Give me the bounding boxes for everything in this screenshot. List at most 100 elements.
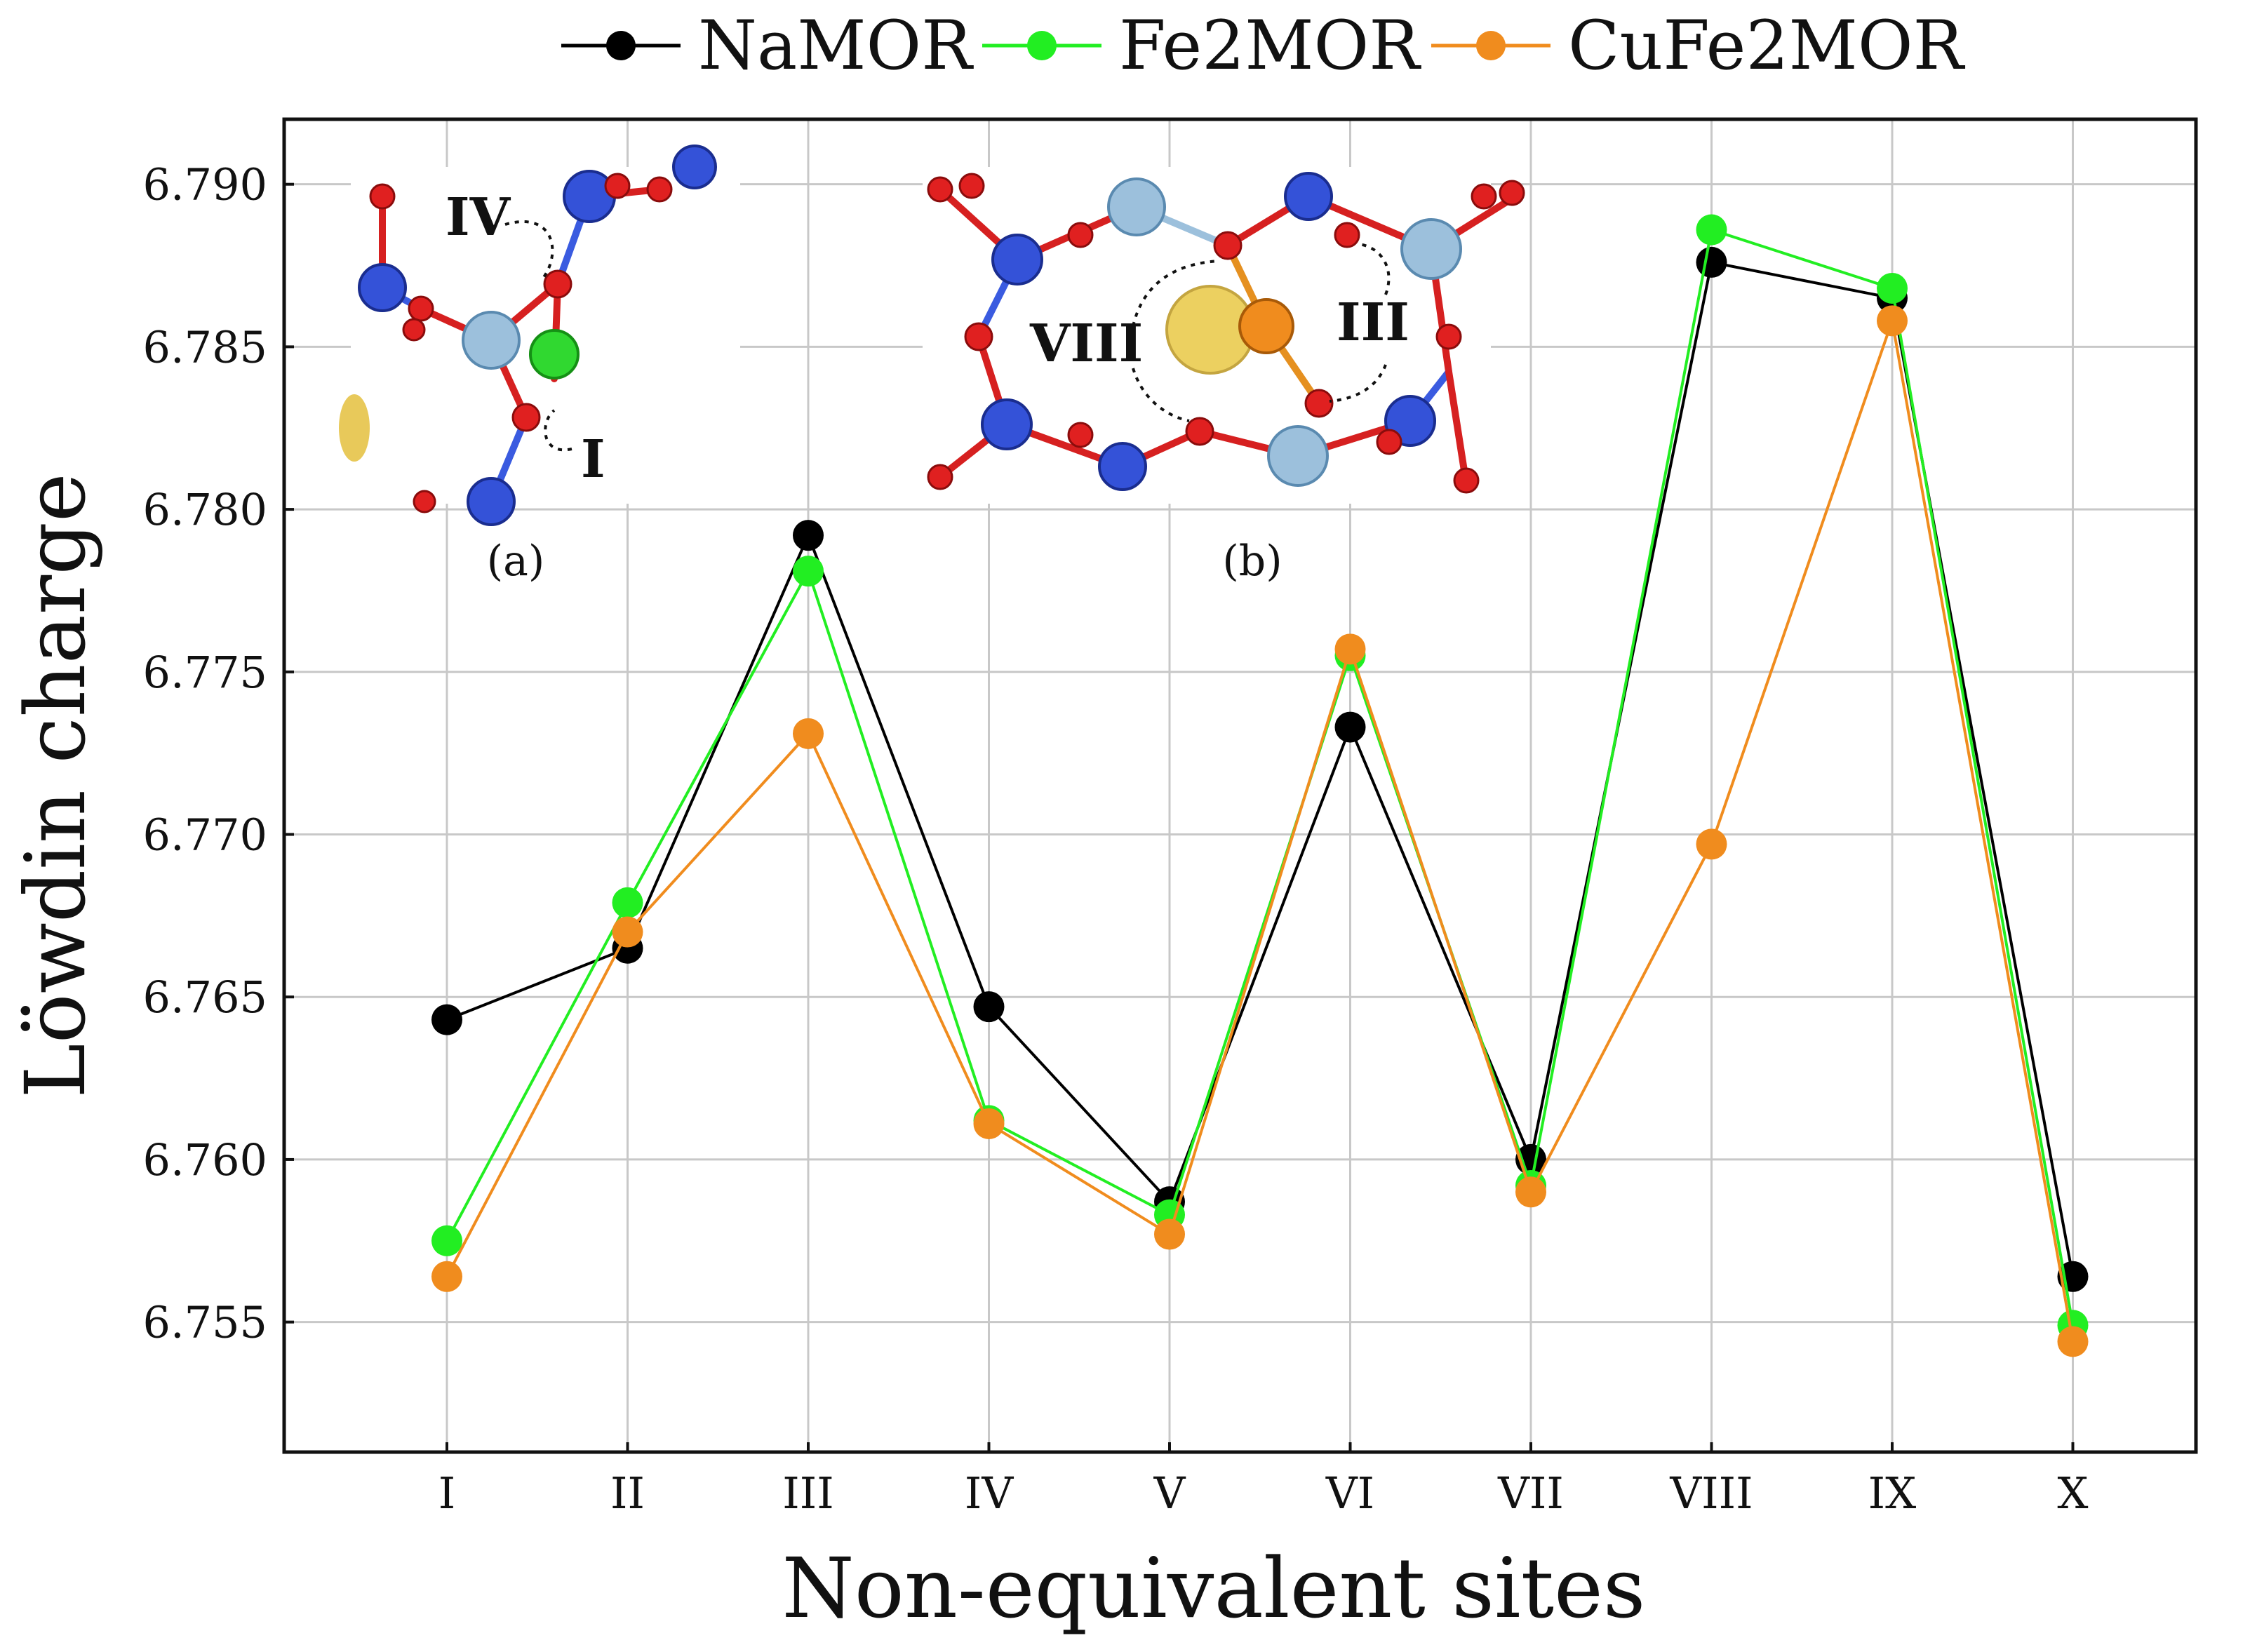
inset-b-o-atom [1213, 231, 1243, 260]
inset-b-label-viii: VIII [1029, 314, 1143, 374]
inset-b-al-atom [1098, 442, 1147, 491]
inset-b-o-atom [1376, 429, 1402, 455]
legend-marker-cufe2mor [1476, 31, 1506, 60]
inset-b-o-atom [1471, 183, 1497, 210]
data-point-namor [1696, 246, 1727, 278]
x-tick-label: II [610, 1468, 645, 1519]
inset-a-al-atom [467, 477, 516, 526]
inset-a-o-atom [413, 490, 436, 513]
series-line-namor [446, 260, 2075, 1277]
inset-b-o-atom [927, 464, 953, 490]
data-point-cufe2mor [1334, 633, 1366, 665]
inset-a-al-atom [672, 145, 717, 189]
inset-b-o-atom [1304, 389, 1334, 418]
inset-b-si-atom [1267, 425, 1329, 487]
series-cufe2mor [431, 305, 2089, 1357]
inset-b-arrow-iii-top [1357, 243, 1391, 295]
data-point-fe2mor [431, 1225, 462, 1256]
inset-b-al-atom [981, 398, 1033, 450]
inset-a-arrow-i [544, 409, 572, 452]
plot-frame [282, 117, 2198, 1454]
inset-a-arrow-iv [504, 220, 554, 278]
inset-b-o-atom [1453, 467, 1480, 494]
inset-a-na-atom [339, 394, 370, 462]
x-tick-label: VIII [1669, 1468, 1753, 1519]
inset-b-o-atom [1185, 417, 1214, 446]
data-point-fe2mor [612, 887, 643, 918]
inset-b-arrow-viii-bottom [1132, 368, 1190, 422]
y-tick-label: 6.775 [143, 647, 268, 698]
data-point-cufe2mor [793, 718, 824, 749]
data-point-cufe2mor [612, 916, 643, 948]
inset-b-o-atom [1334, 222, 1360, 248]
inset-a-o-atom [543, 269, 572, 299]
inset-b-o-atom [927, 176, 953, 203]
legend-marker-fe2mor [1027, 31, 1057, 60]
y-tick-label: 6.780 [143, 484, 268, 535]
inset-b-o-atom [1499, 180, 1525, 206]
inset-a-fe-atom [529, 329, 580, 380]
data-point-fe2mor [1696, 214, 1727, 246]
y-tick-label: 6.790 [143, 159, 268, 210]
data-point-namor [1334, 711, 1366, 743]
inset-a-o-atom [408, 295, 434, 322]
y-tick-label: 6.765 [143, 972, 268, 1023]
inset-b-si-atom [1107, 177, 1166, 236]
x-tick-label: VI [1325, 1468, 1374, 1519]
series-line-cufe2mor [446, 315, 2075, 1342]
inset-b-al-atom [991, 234, 1043, 286]
data-point-cufe2mor [1877, 305, 1908, 337]
inset-a-caption: (a) [487, 537, 545, 586]
inset-b-cu-atom [1238, 298, 1294, 354]
x-tick-label: III [782, 1468, 833, 1519]
inset-b-o-atom [1067, 222, 1094, 248]
inset-a-o-atom [646, 176, 673, 203]
data-point-cufe2mor [1154, 1218, 1185, 1250]
x-tick-label: X [2057, 1468, 2088, 1519]
inset-b-caption: (b) [1222, 537, 1282, 586]
x-tick-label: VII [1497, 1468, 1564, 1519]
data-point-cufe2mor [2057, 1326, 2089, 1357]
data-point-cufe2mor [1515, 1176, 1546, 1208]
x-axis-ticks: I II III IV V VI VII VIII IX X [438, 1442, 2089, 1519]
inset-a-o-atom [511, 403, 541, 432]
data-point-cufe2mor [1696, 828, 1727, 860]
data-point-namor [973, 991, 1005, 1023]
x-axis-title: Non-equivalent sites [782, 1540, 1646, 1637]
inset-b-label-iii: III [1337, 293, 1409, 353]
data-point-fe2mor [1877, 272, 1908, 304]
x-tick-label: I [438, 1468, 456, 1519]
inset-a: IV I (a) [339, 145, 740, 586]
series [431, 214, 2089, 1357]
inset-b-o-atom [1435, 323, 1462, 350]
y-tick-label: 6.785 [143, 321, 268, 372]
inset-b-o-atom [1067, 422, 1094, 448]
y-axis-ticks: 6.755 6.760 6.765 6.770 6.775 6.780 6.785 6.790 [143, 159, 294, 1348]
y-tick-label: 6.755 [143, 1297, 268, 1348]
x-tick-label: IX [1868, 1468, 1917, 1519]
data-point-cufe2mor [973, 1108, 1005, 1139]
inset-b-si-atom [1400, 218, 1462, 280]
data-point-fe2mor [793, 556, 824, 587]
inset-a-o-atom [402, 318, 426, 342]
data-point-namor [431, 1004, 462, 1035]
data-point-cufe2mor [431, 1261, 462, 1292]
series-line-fe2mor [446, 227, 2075, 1326]
y-tick-label: 6.760 [143, 1134, 268, 1186]
inset-a-al-atom [358, 263, 407, 312]
inset-b-o-atom [964, 322, 993, 351]
y-tick-label: 6.770 [143, 810, 268, 861]
legend: NaMOR Fe2MOR CuFe2MOR [561, 6, 1966, 85]
legend-label-fe2mor: Fe2MOR [1119, 6, 1421, 85]
inset-a-si-atom [462, 311, 521, 370]
inset-b-arrow-viii-top [1132, 260, 1220, 327]
legend-label-namor: NaMOR [698, 6, 974, 85]
y-axis-title: Löwdin charge [7, 473, 104, 1098]
inset-b-o-atom [958, 173, 985, 199]
data-point-namor [793, 520, 824, 551]
inset-a-label-iv: IV [446, 187, 511, 248]
inset-b: VIII III (b) [923, 167, 1525, 586]
legend-marker-namor [606, 31, 636, 60]
inset-b-al-atom [1284, 172, 1333, 221]
